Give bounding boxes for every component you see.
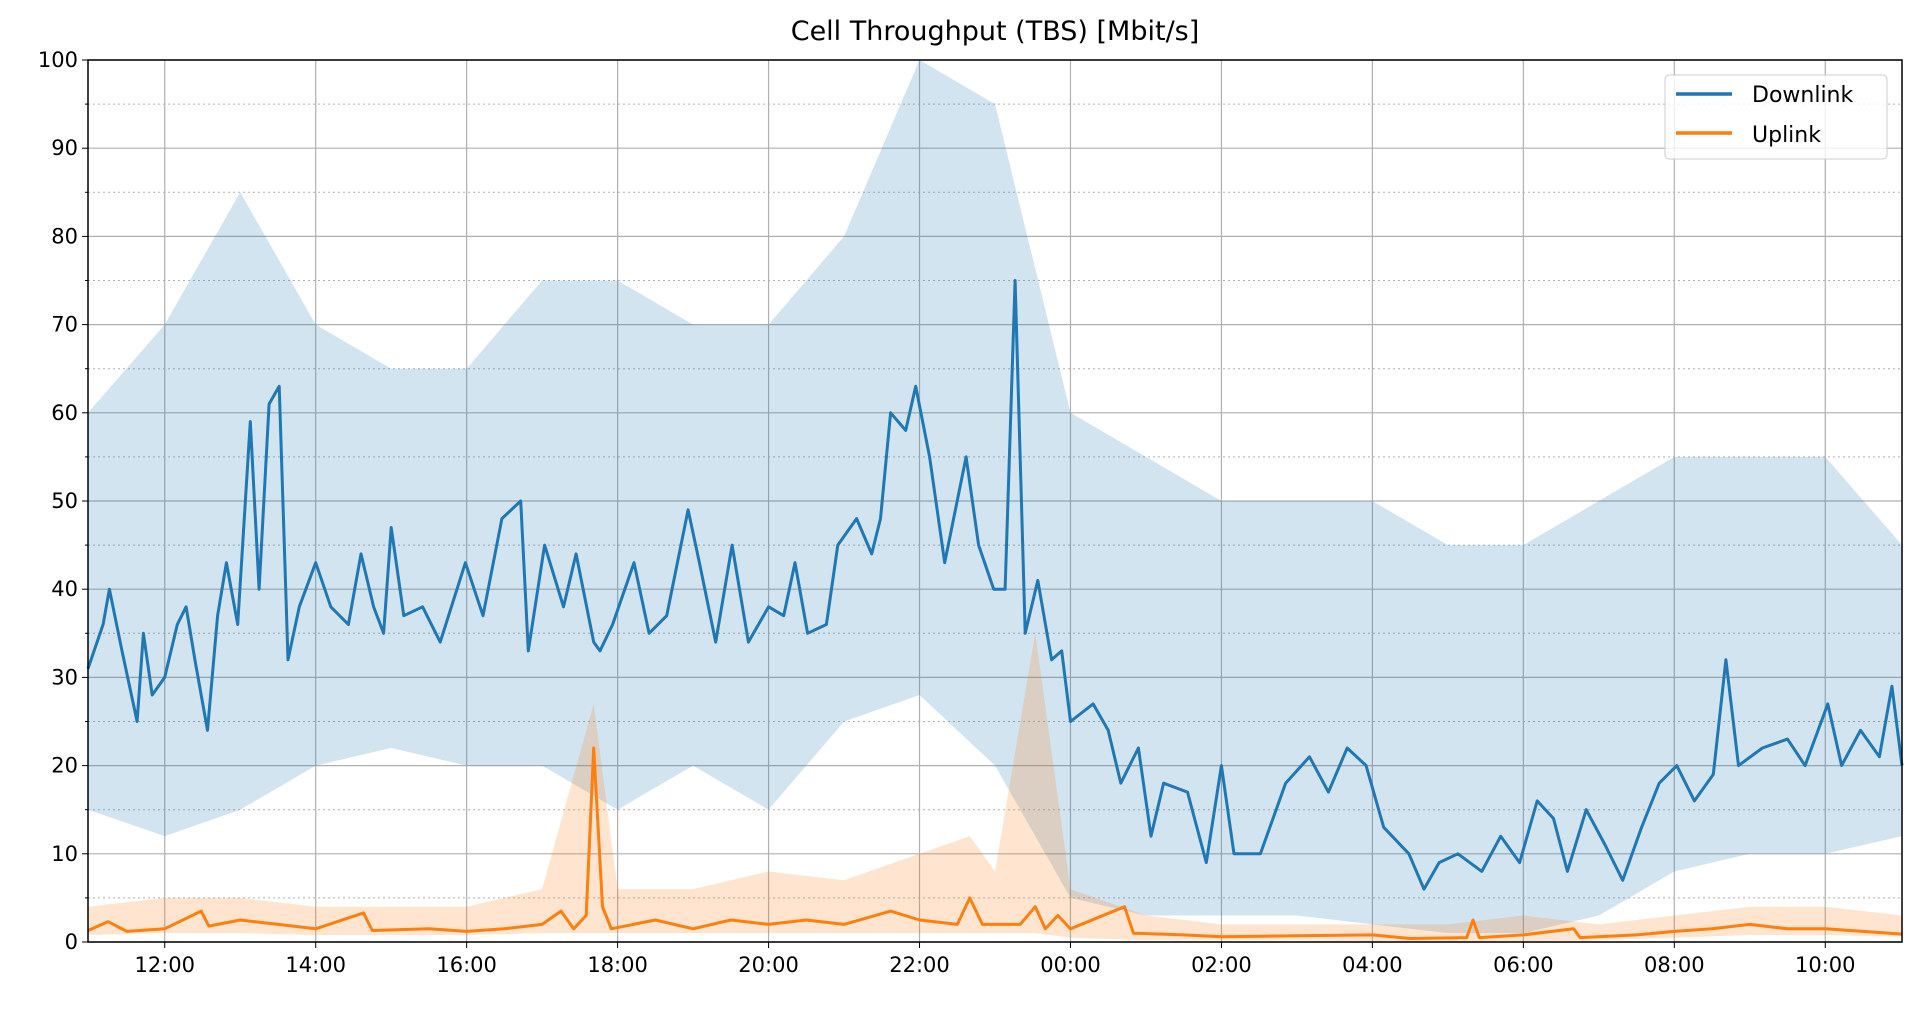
chart-title: Cell Throughput (TBS) [Mbit/s] — [791, 16, 1200, 47]
y-tick-label: 40 — [51, 577, 78, 601]
x-tick-label: 22:00 — [889, 953, 950, 977]
x-tick-label: 16:00 — [436, 953, 497, 977]
y-tick-label: 80 — [51, 224, 78, 248]
legend-box — [1664, 74, 1888, 160]
x-tick-label: 06:00 — [1493, 953, 1554, 977]
x-tick-label: 04:00 — [1342, 953, 1403, 977]
y-tick-label: 90 — [51, 136, 78, 160]
x-tick-label: 14:00 — [285, 953, 346, 977]
raw-bands — [88, 60, 1902, 942]
series-line-downlink — [86, 279, 1904, 891]
legend-label-uplink: Uplink — [1752, 123, 1821, 148]
y-tick-label: 50 — [51, 489, 78, 513]
raw-band-uplink — [88, 633, 1902, 942]
x-tick-label: 12:00 — [134, 953, 195, 977]
x-tick-label: 00:00 — [1040, 953, 1101, 977]
series-lines — [86, 279, 1904, 940]
x-tick-label: 18:00 — [587, 953, 648, 977]
y-tick-label: 20 — [51, 754, 78, 778]
x-tick-label: 10:00 — [1795, 953, 1856, 977]
raw-band-downlink — [88, 60, 1902, 934]
x-axis: 12:00 14:00 16:00 18:00 20:00 22:00 00:00 02:00… — [134, 942, 1856, 977]
y-tick-label: 10 — [51, 842, 78, 866]
series-line-uplink — [87, 746, 1903, 940]
y-tick-label: 60 — [51, 401, 78, 425]
y-tick-label: 70 — [51, 313, 78, 337]
y-tick-label: 30 — [51, 665, 78, 689]
x-tick-label: 20:00 — [738, 953, 799, 977]
legend-label-downlink: Downlink — [1752, 83, 1854, 108]
legend: Downlink Uplink — [1664, 74, 1888, 160]
x-tick-label: 08:00 — [1644, 953, 1705, 977]
y-tick-label: 0 — [65, 930, 78, 954]
y-axis: 0 10 20 30 40 50 60 70 80 90 100 — [38, 48, 88, 954]
x-tick-label: 02:00 — [1191, 953, 1252, 977]
y-tick-label: 100 — [38, 48, 78, 72]
